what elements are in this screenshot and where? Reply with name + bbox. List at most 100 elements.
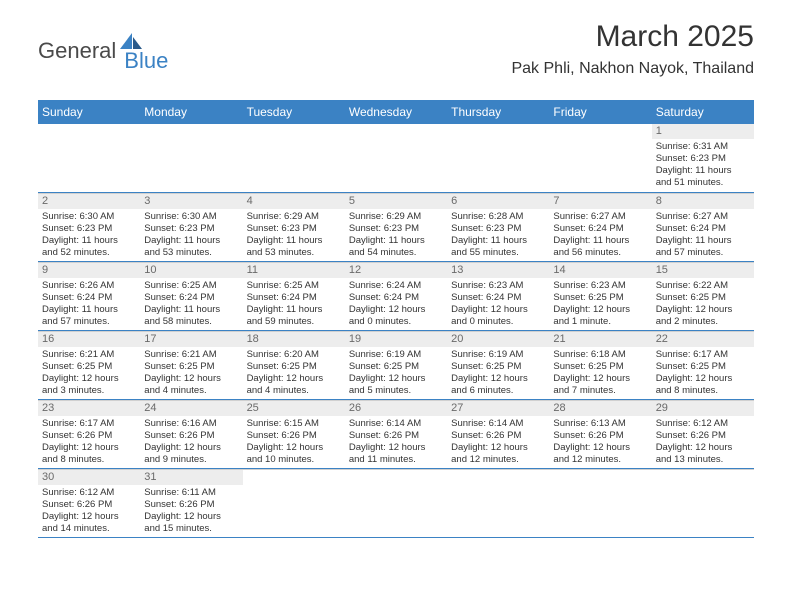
sunrise-text: Sunrise: 6:25 AM xyxy=(247,280,341,292)
sunrise-text: Sunrise: 6:30 AM xyxy=(42,211,136,223)
sunset-text: Sunset: 6:23 PM xyxy=(656,153,750,165)
daylight-text: Daylight: 12 hours and 4 minutes. xyxy=(247,373,341,397)
day-cell: 17Sunrise: 6:21 AMSunset: 6:25 PMDayligh… xyxy=(140,331,242,399)
day-number: 5 xyxy=(345,194,447,209)
month-title: March 2025 xyxy=(511,20,754,54)
sunrise-text: Sunrise: 6:16 AM xyxy=(144,418,238,430)
day-cell: 28Sunrise: 6:13 AMSunset: 6:26 PMDayligh… xyxy=(549,400,651,468)
day-number: 15 xyxy=(652,263,754,278)
day-details: Sunrise: 6:25 AMSunset: 6:24 PMDaylight:… xyxy=(243,278,345,330)
day-cell: 19Sunrise: 6:19 AMSunset: 6:25 PMDayligh… xyxy=(345,331,447,399)
sunrise-text: Sunrise: 6:12 AM xyxy=(656,418,750,430)
day-cell xyxy=(652,469,754,537)
day-details: Sunrise: 6:23 AMSunset: 6:25 PMDaylight:… xyxy=(549,278,651,330)
day-cell: 7Sunrise: 6:27 AMSunset: 6:24 PMDaylight… xyxy=(549,193,651,261)
day-number: 23 xyxy=(38,401,140,416)
sunset-text: Sunset: 6:25 PM xyxy=(656,292,750,304)
day-number: 16 xyxy=(38,332,140,347)
daylight-text: Daylight: 12 hours and 7 minutes. xyxy=(553,373,647,397)
day-cell: 14Sunrise: 6:23 AMSunset: 6:25 PMDayligh… xyxy=(549,262,651,330)
day-details: Sunrise: 6:31 AMSunset: 6:23 PMDaylight:… xyxy=(652,139,754,191)
day-details: Sunrise: 6:28 AMSunset: 6:23 PMDaylight:… xyxy=(447,209,549,261)
sunset-text: Sunset: 6:26 PM xyxy=(144,430,238,442)
daylight-text: Daylight: 12 hours and 13 minutes. xyxy=(656,442,750,466)
sunset-text: Sunset: 6:23 PM xyxy=(349,223,443,235)
day-cell: 15Sunrise: 6:22 AMSunset: 6:25 PMDayligh… xyxy=(652,262,754,330)
weekday-header: Sunday xyxy=(38,100,140,124)
daylight-text: Daylight: 12 hours and 0 minutes. xyxy=(451,304,545,328)
day-details: Sunrise: 6:16 AMSunset: 6:26 PMDaylight:… xyxy=(140,416,242,468)
week-row: 2Sunrise: 6:30 AMSunset: 6:23 PMDaylight… xyxy=(38,193,754,262)
week-row: 9Sunrise: 6:26 AMSunset: 6:24 PMDaylight… xyxy=(38,262,754,331)
weekday-header: Saturday xyxy=(652,100,754,124)
sunrise-text: Sunrise: 6:30 AM xyxy=(144,211,238,223)
day-cell: 3Sunrise: 6:30 AMSunset: 6:23 PMDaylight… xyxy=(140,193,242,261)
sunset-text: Sunset: 6:25 PM xyxy=(247,361,341,373)
sunrise-text: Sunrise: 6:17 AM xyxy=(656,349,750,361)
day-number: 11 xyxy=(243,263,345,278)
sunrise-text: Sunrise: 6:28 AM xyxy=(451,211,545,223)
day-details: Sunrise: 6:20 AMSunset: 6:25 PMDaylight:… xyxy=(243,347,345,399)
day-details: Sunrise: 6:29 AMSunset: 6:23 PMDaylight:… xyxy=(345,209,447,261)
sunrise-text: Sunrise: 6:11 AM xyxy=(144,487,238,499)
sunset-text: Sunset: 6:26 PM xyxy=(144,499,238,511)
day-details: Sunrise: 6:29 AMSunset: 6:23 PMDaylight:… xyxy=(243,209,345,261)
sunrise-text: Sunrise: 6:17 AM xyxy=(42,418,136,430)
daylight-text: Daylight: 12 hours and 5 minutes. xyxy=(349,373,443,397)
day-details: Sunrise: 6:19 AMSunset: 6:25 PMDaylight:… xyxy=(345,347,447,399)
day-cell xyxy=(243,469,345,537)
day-details: Sunrise: 6:21 AMSunset: 6:25 PMDaylight:… xyxy=(38,347,140,399)
day-number: 7 xyxy=(549,194,651,209)
daylight-text: Daylight: 11 hours and 53 minutes. xyxy=(247,235,341,259)
day-cell: 9Sunrise: 6:26 AMSunset: 6:24 PMDaylight… xyxy=(38,262,140,330)
day-cell: 18Sunrise: 6:20 AMSunset: 6:25 PMDayligh… xyxy=(243,331,345,399)
weekday-header: Monday xyxy=(140,100,242,124)
day-details: Sunrise: 6:11 AMSunset: 6:26 PMDaylight:… xyxy=(140,485,242,537)
day-details: Sunrise: 6:30 AMSunset: 6:23 PMDaylight:… xyxy=(140,209,242,261)
sunset-text: Sunset: 6:25 PM xyxy=(144,361,238,373)
day-details: Sunrise: 6:17 AMSunset: 6:25 PMDaylight:… xyxy=(652,347,754,399)
daylight-text: Daylight: 12 hours and 0 minutes. xyxy=(349,304,443,328)
daylight-text: Daylight: 12 hours and 3 minutes. xyxy=(42,373,136,397)
logo-text-general: General xyxy=(38,38,116,64)
day-details: Sunrise: 6:13 AMSunset: 6:26 PMDaylight:… xyxy=(549,416,651,468)
day-number: 10 xyxy=(140,263,242,278)
day-cell: 26Sunrise: 6:14 AMSunset: 6:26 PMDayligh… xyxy=(345,400,447,468)
daylight-text: Daylight: 12 hours and 12 minutes. xyxy=(451,442,545,466)
daylight-text: Daylight: 12 hours and 14 minutes. xyxy=(42,511,136,535)
daylight-text: Daylight: 12 hours and 9 minutes. xyxy=(144,442,238,466)
day-cell: 30Sunrise: 6:12 AMSunset: 6:26 PMDayligh… xyxy=(38,469,140,537)
day-cell xyxy=(549,124,651,192)
day-number: 1 xyxy=(652,124,754,139)
day-number: 26 xyxy=(345,401,447,416)
sunset-text: Sunset: 6:26 PM xyxy=(247,430,341,442)
daylight-text: Daylight: 11 hours and 54 minutes. xyxy=(349,235,443,259)
sunrise-text: Sunrise: 6:13 AM xyxy=(553,418,647,430)
daylight-text: Daylight: 12 hours and 2 minutes. xyxy=(656,304,750,328)
day-details: Sunrise: 6:26 AMSunset: 6:24 PMDaylight:… xyxy=(38,278,140,330)
day-cell: 6Sunrise: 6:28 AMSunset: 6:23 PMDaylight… xyxy=(447,193,549,261)
daylight-text: Daylight: 11 hours and 59 minutes. xyxy=(247,304,341,328)
day-cell xyxy=(447,124,549,192)
daylight-text: Daylight: 11 hours and 56 minutes. xyxy=(553,235,647,259)
day-number: 21 xyxy=(549,332,651,347)
day-details: Sunrise: 6:22 AMSunset: 6:25 PMDaylight:… xyxy=(652,278,754,330)
weekday-header: Wednesday xyxy=(345,100,447,124)
day-cell: 22Sunrise: 6:17 AMSunset: 6:25 PMDayligh… xyxy=(652,331,754,399)
daylight-text: Daylight: 12 hours and 8 minutes. xyxy=(42,442,136,466)
day-details: Sunrise: 6:23 AMSunset: 6:24 PMDaylight:… xyxy=(447,278,549,330)
day-cell: 25Sunrise: 6:15 AMSunset: 6:26 PMDayligh… xyxy=(243,400,345,468)
calendar: SundayMondayTuesdayWednesdayThursdayFrid… xyxy=(38,100,754,538)
day-number: 8 xyxy=(652,194,754,209)
daylight-text: Daylight: 12 hours and 8 minutes. xyxy=(656,373,750,397)
sunset-text: Sunset: 6:23 PM xyxy=(42,223,136,235)
day-number: 24 xyxy=(140,401,242,416)
sunrise-text: Sunrise: 6:22 AM xyxy=(656,280,750,292)
day-cell xyxy=(38,124,140,192)
sunrise-text: Sunrise: 6:21 AM xyxy=(144,349,238,361)
sunset-text: Sunset: 6:24 PM xyxy=(553,223,647,235)
day-cell: 13Sunrise: 6:23 AMSunset: 6:24 PMDayligh… xyxy=(447,262,549,330)
day-number: 13 xyxy=(447,263,549,278)
day-cell: 16Sunrise: 6:21 AMSunset: 6:25 PMDayligh… xyxy=(38,331,140,399)
sunset-text: Sunset: 6:24 PM xyxy=(247,292,341,304)
